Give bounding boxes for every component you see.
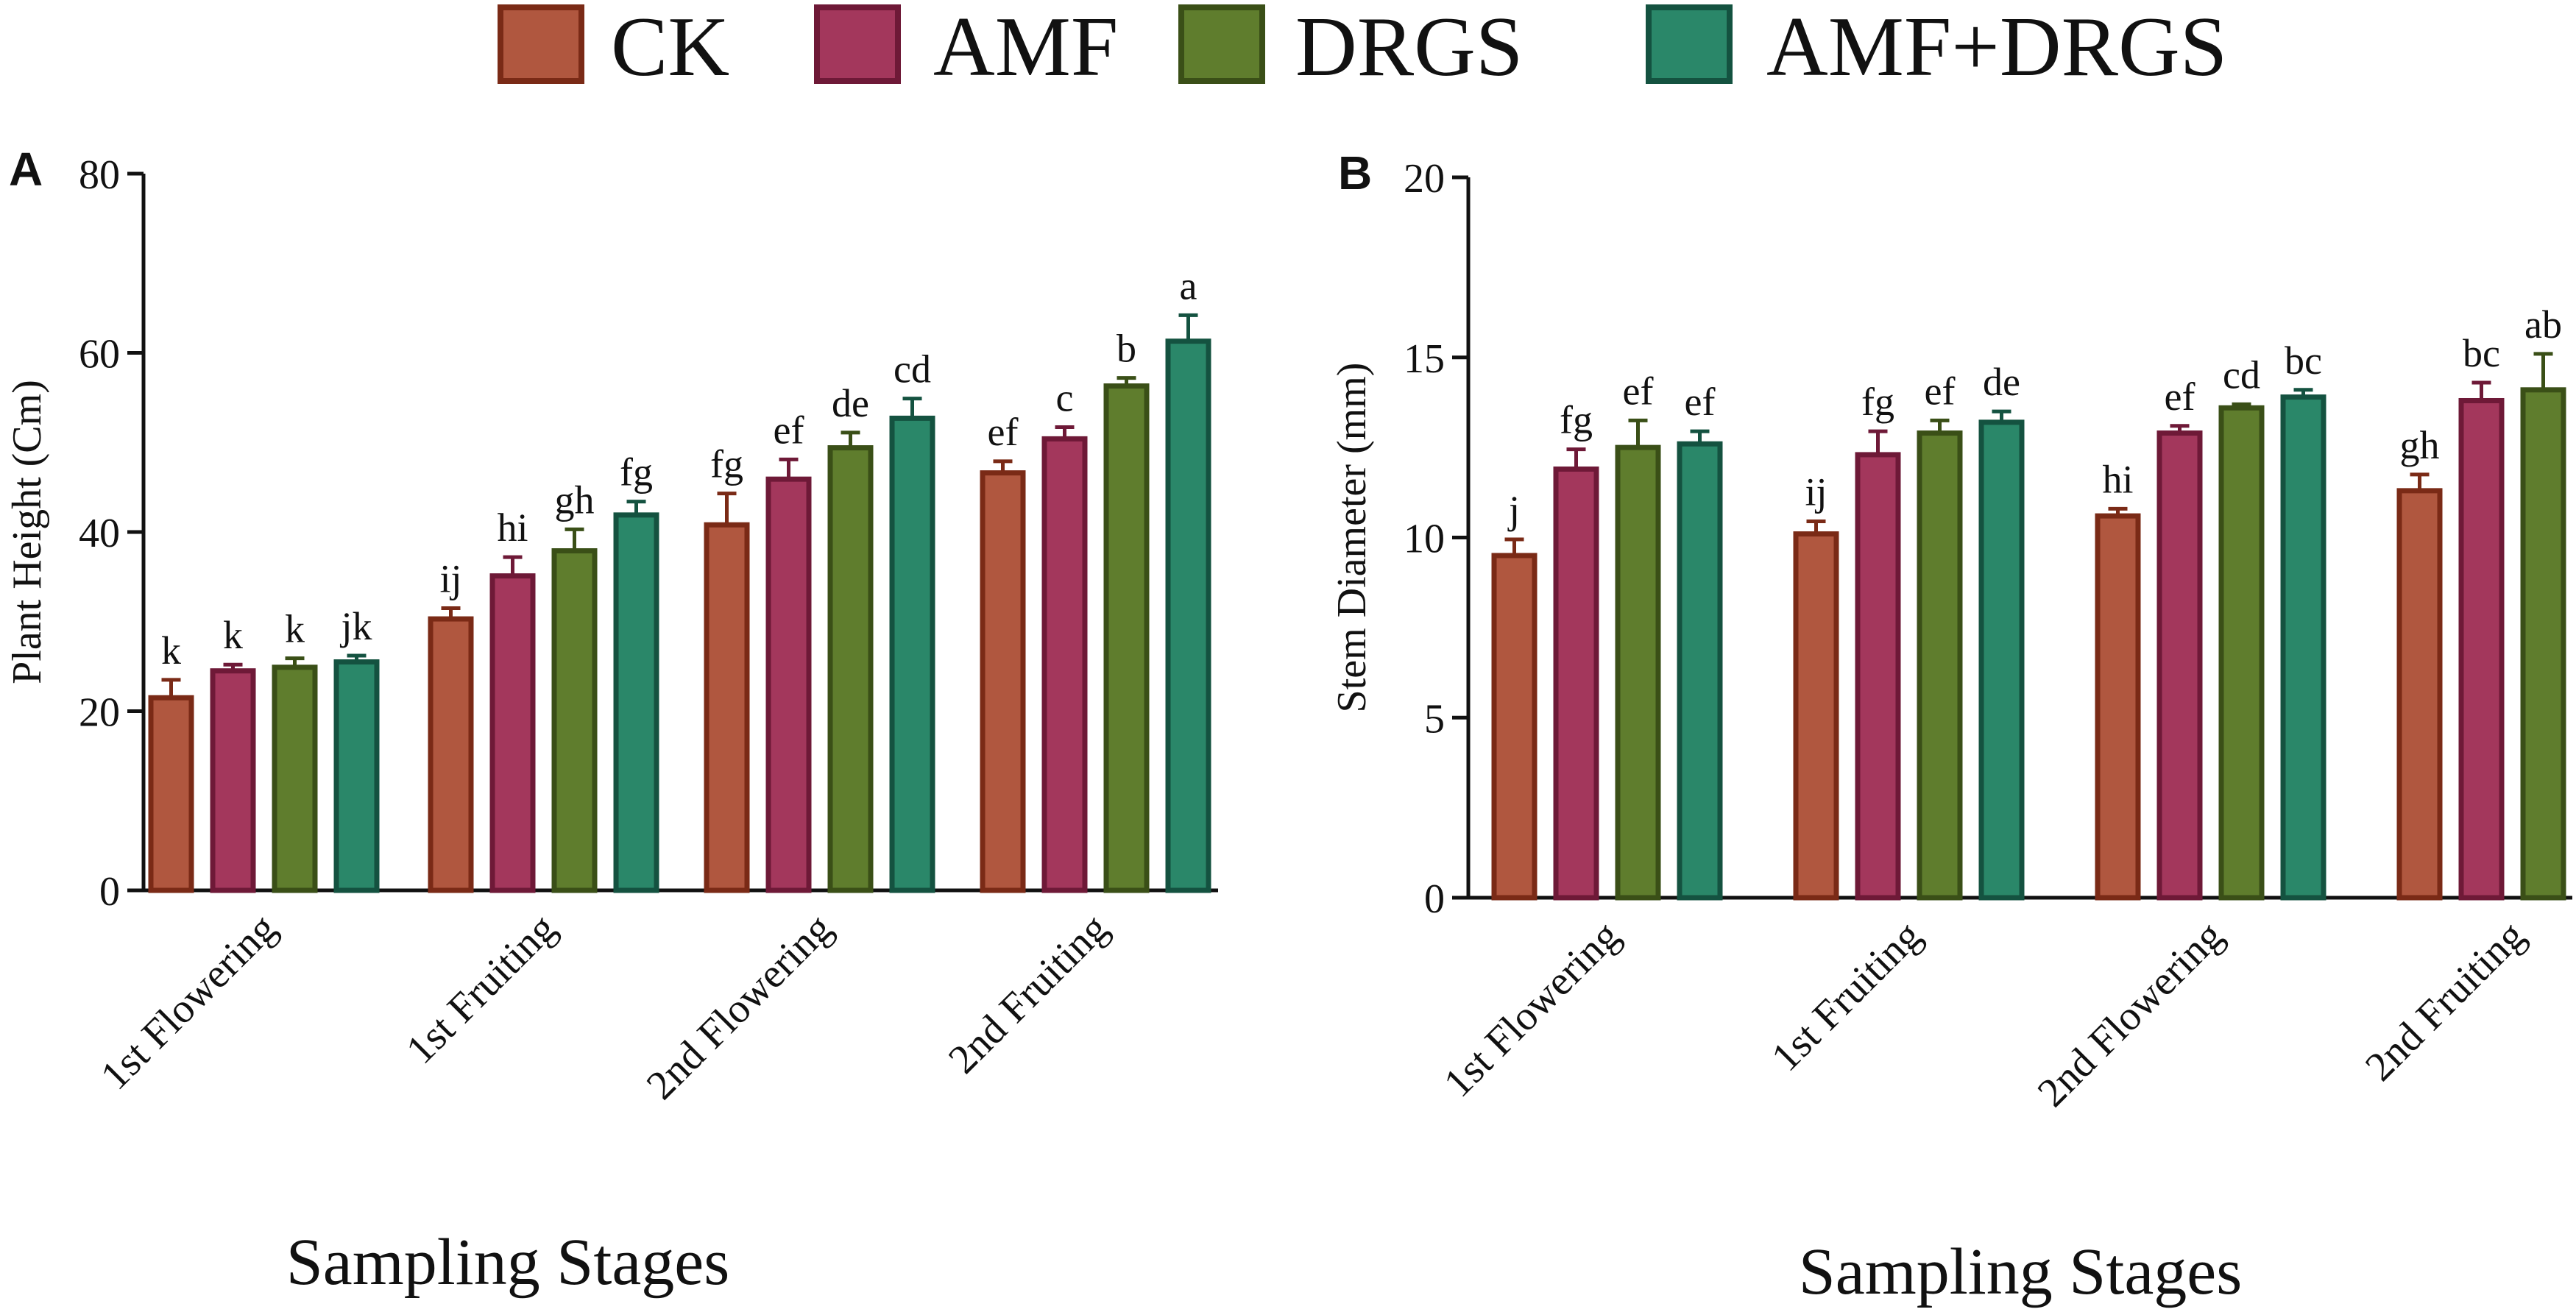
bar-b-drgs-2nd-flowering — [2218, 405, 2265, 901]
legend-swatch-amf — [814, 4, 901, 84]
category-label-b-1st-fruiting: 1st Fruiting — [1763, 912, 1931, 1080]
bar-b-drgs-2nd-fruiting — [2520, 387, 2566, 901]
sig-label-a-amf-drgs-2: cd — [894, 347, 931, 391]
category-label-a-2nd-fruiting: 2nd Fruiting — [940, 905, 1117, 1082]
sig-label-b-ck-2: hi — [2102, 457, 2133, 501]
panel-letter-a: A — [9, 143, 43, 196]
sig-label-b-amf-1: fg — [1861, 380, 1894, 424]
legend-swatch-ck — [498, 4, 584, 84]
sig-label-b-amf-3: bc — [2463, 331, 2500, 375]
bar-b-drgs-1st-fruiting — [1917, 430, 1963, 901]
y-tick-label-a-80: 80 — [79, 152, 120, 198]
sig-label-b-ck-0: j — [1507, 488, 1520, 532]
bar-a-drgs-1st-fruiting — [551, 548, 598, 893]
category-label-b-1st-flowering: 1st Flowering — [1435, 912, 1629, 1106]
sig-label-a-drgs-3: b — [1117, 327, 1136, 371]
bar-a-drgs-2nd-flowering — [827, 445, 874, 893]
category-label-b-2nd-flowering: 2nd Flowering — [2029, 912, 2232, 1116]
sig-label-b-drgs-3: ab — [2524, 302, 2562, 347]
bar-b-amf-1st-flowering — [1553, 466, 1599, 901]
legend-label-amf-drgs: AMF+DRGS — [1766, 0, 2227, 94]
bar-b-amf-drgs-1st-flowering — [1677, 441, 1723, 901]
bar-a-amf-2nd-fruiting — [1041, 436, 1088, 893]
bar-a-amf-drgs-2nd-fruiting — [1165, 338, 1211, 893]
sig-label-b-amf-drgs-1: de — [1983, 360, 2020, 404]
bar-a-drgs-2nd-fruiting — [1103, 383, 1150, 893]
y-axis-title-a: Plant Height (Cm) — [4, 380, 50, 684]
bar-a-drgs-1st-flowering — [272, 664, 318, 893]
y-tick-label-b-0: 0 — [1424, 876, 1445, 922]
sig-label-b-amf-drgs-0: ef — [1685, 380, 1716, 424]
category-label-a-2nd-flowering: 2nd Flowering — [638, 905, 841, 1108]
sig-label-b-drgs-2: cd — [2223, 352, 2260, 397]
legend-label-drgs: DRGS — [1295, 0, 1523, 94]
bar-b-amf-drgs-1st-fruiting — [1978, 419, 2025, 901]
y-tick-label-b-15: 15 — [1404, 336, 1445, 382]
bar-b-amf-1st-fruiting — [1855, 452, 1901, 901]
bar-a-amf-drgs-1st-flowering — [333, 659, 380, 893]
bar-a-amf-1st-flowering — [210, 668, 256, 893]
sig-label-a-ck-3: ef — [988, 410, 1019, 454]
legend-label-ck: CK — [611, 0, 729, 94]
x-axis-title-a: Sampling Stages — [286, 1226, 730, 1299]
y-tick-label-a-0: 0 — [99, 869, 120, 915]
legend-swatch-amf-drgs — [1646, 4, 1733, 84]
bar-b-ck-1st-fruiting — [1793, 531, 1839, 901]
sig-label-b-amf-drgs-2: bc — [2285, 338, 2322, 383]
y-tick-label-a-20: 20 — [79, 690, 120, 736]
sig-label-a-drgs-1: gh — [555, 478, 595, 522]
legend: CK AMF DRGS AMF+DRGS — [498, 0, 2227, 94]
category-label-a-1st-flowering: 1st Flowering — [92, 905, 286, 1099]
sig-label-b-amf-0: fg — [1560, 398, 1593, 442]
x-axis-title-b: Sampling Stages — [1799, 1235, 2243, 1308]
bar-b-amf-drgs-2nd-flowering — [2280, 394, 2326, 901]
sig-label-a-amf-drgs-3: a — [1180, 263, 1197, 308]
bar-b-ck-2nd-flowering — [2095, 513, 2141, 901]
sig-label-a-ck-2: fg — [710, 442, 743, 486]
sig-label-a-drgs-2: de — [832, 381, 869, 425]
y-tick-label-b-20: 20 — [1404, 156, 1445, 202]
sig-label-b-ck-1: ij — [1805, 469, 1827, 514]
sig-label-a-amf-2: ef — [774, 408, 804, 452]
bar-b-ck-2nd-fruiting — [2396, 488, 2443, 901]
sig-label-a-drgs-0: k — [285, 607, 305, 651]
sig-label-a-ck-0: k — [161, 628, 181, 673]
bar-b-amf-2nd-fruiting — [2458, 397, 2505, 901]
category-label-b-2nd-fruiting: 2nd Fruiting — [2357, 912, 2534, 1090]
sig-label-b-ck-3: gh — [2400, 423, 2440, 467]
y-tick-label-b-10: 10 — [1404, 517, 1445, 562]
sig-label-a-amf-1: hi — [497, 506, 528, 550]
bar-a-amf-2nd-flowering — [765, 476, 812, 893]
sig-label-b-amf-2: ef — [2165, 375, 2195, 419]
sig-label-b-drgs-0: ef — [1623, 369, 1654, 413]
sig-label-a-amf-3: c — [1056, 376, 1074, 420]
y-tick-label-b-5: 5 — [1424, 696, 1445, 742]
sig-label-b-drgs-1: ef — [1925, 369, 1956, 413]
bar-b-amf-2nd-flowering — [2156, 430, 2203, 901]
sig-label-a-amf-drgs-0: jk — [339, 604, 372, 648]
bar-a-amf-drgs-2nd-flowering — [889, 415, 935, 893]
y-tick-label-a-60: 60 — [79, 332, 120, 377]
legend-label-amf: AMF — [933, 0, 1118, 94]
bar-a-ck-1st-fruiting — [428, 616, 474, 893]
bar-b-drgs-1st-flowering — [1615, 444, 1661, 901]
sig-label-a-amf-0: k — [223, 613, 243, 657]
panel-letter-b: B — [1338, 146, 1372, 199]
category-label-a-1st-fruiting: 1st Fruiting — [397, 905, 565, 1073]
bar-a-ck-2nd-flowering — [704, 522, 750, 893]
sig-label-a-ck-1: ij — [439, 556, 461, 600]
y-tick-label-a-40: 40 — [79, 511, 120, 556]
bar-a-ck-1st-flowering — [148, 695, 194, 893]
bar-a-amf-1st-fruiting — [489, 573, 536, 893]
sig-label-a-amf-drgs-1: fg — [620, 450, 653, 494]
legend-swatch-drgs — [1178, 4, 1265, 84]
bar-a-amf-drgs-1st-fruiting — [613, 512, 659, 893]
y-axis-title-b: Stem Diameter (mm) — [1329, 363, 1375, 713]
bar-b-ck-1st-flowering — [1491, 553, 1538, 901]
bar-a-ck-2nd-fruiting — [980, 470, 1026, 893]
